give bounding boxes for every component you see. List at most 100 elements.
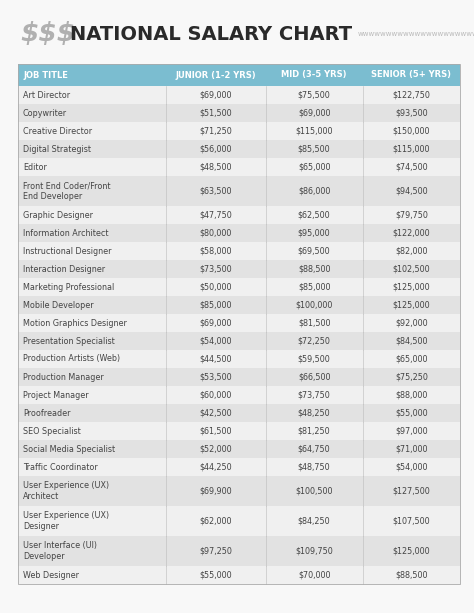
Text: $115,000: $115,000 <box>295 126 333 135</box>
Bar <box>18 104 460 122</box>
Bar <box>18 422 460 440</box>
Text: $122,000: $122,000 <box>392 229 430 237</box>
Text: $72,250: $72,250 <box>298 337 330 346</box>
Text: $55,000: $55,000 <box>200 571 232 579</box>
Bar <box>18 206 460 224</box>
Text: $56,000: $56,000 <box>200 145 232 153</box>
Text: $97,250: $97,250 <box>200 547 232 555</box>
Text: Project Manager: Project Manager <box>23 390 89 400</box>
Bar <box>18 176 460 206</box>
Text: $71,000: $71,000 <box>395 444 428 454</box>
Text: $47,750: $47,750 <box>200 210 232 219</box>
Text: $73,500: $73,500 <box>200 264 232 273</box>
Text: $54,000: $54,000 <box>200 337 232 346</box>
Text: $70,000: $70,000 <box>298 571 330 579</box>
Text: $62,500: $62,500 <box>298 210 330 219</box>
Text: $69,000: $69,000 <box>200 319 232 327</box>
Bar <box>18 314 460 332</box>
Bar <box>18 224 460 242</box>
Text: Social Media Specialist: Social Media Specialist <box>23 444 115 454</box>
Text: $58,000: $58,000 <box>200 246 232 256</box>
Text: $81,250: $81,250 <box>298 427 330 435</box>
Bar <box>18 566 460 584</box>
Text: $150,000: $150,000 <box>392 126 430 135</box>
Text: $122,750: $122,750 <box>392 91 430 99</box>
Text: $109,750: $109,750 <box>295 547 333 555</box>
Text: $81,500: $81,500 <box>298 319 330 327</box>
Text: $86,000: $86,000 <box>298 186 330 196</box>
Bar <box>18 242 460 260</box>
Text: $85,000: $85,000 <box>298 283 330 292</box>
Bar <box>18 536 460 566</box>
Text: Web Designer: Web Designer <box>23 571 79 579</box>
Text: $73,750: $73,750 <box>298 390 330 400</box>
Bar <box>18 278 460 296</box>
Text: $94,500: $94,500 <box>395 186 428 196</box>
Text: MID (3-5 YRS): MID (3-5 YRS) <box>282 70 347 80</box>
Text: $48,750: $48,750 <box>298 462 330 471</box>
Text: JOB TITLE: JOB TITLE <box>23 70 68 80</box>
Text: $52,000: $52,000 <box>200 444 232 454</box>
Text: NATIONAL SALARY CHART: NATIONAL SALARY CHART <box>70 25 352 44</box>
Text: $69,000: $69,000 <box>298 109 330 118</box>
Text: $$$: $$$ <box>20 21 75 47</box>
Bar <box>18 64 460 86</box>
Text: $115,000: $115,000 <box>392 145 430 153</box>
Text: $95,000: $95,000 <box>298 229 330 237</box>
Text: $100,500: $100,500 <box>295 487 333 495</box>
Text: $69,900: $69,900 <box>200 487 232 495</box>
Text: $51,500: $51,500 <box>200 109 232 118</box>
Text: Production Manager: Production Manager <box>23 373 104 381</box>
Text: $127,500: $127,500 <box>392 487 430 495</box>
Text: $84,250: $84,250 <box>298 517 330 525</box>
Text: $48,500: $48,500 <box>200 162 232 172</box>
Text: $107,500: $107,500 <box>392 517 430 525</box>
Bar <box>18 506 460 536</box>
Text: $80,000: $80,000 <box>200 229 232 237</box>
Text: $82,000: $82,000 <box>395 246 428 256</box>
Text: Marketing Professional: Marketing Professional <box>23 283 114 292</box>
Text: Graphic Designer: Graphic Designer <box>23 210 93 219</box>
Text: Traffic Coordinator: Traffic Coordinator <box>23 462 98 471</box>
Bar <box>18 350 460 368</box>
Text: JUNIOR (1-2 YRS): JUNIOR (1-2 YRS) <box>175 70 256 80</box>
Bar <box>18 386 460 404</box>
Text: Art Director: Art Director <box>23 91 70 99</box>
Text: $85,000: $85,000 <box>200 300 232 310</box>
Text: $69,500: $69,500 <box>298 246 330 256</box>
Text: $125,000: $125,000 <box>392 283 430 292</box>
Text: $59,500: $59,500 <box>298 354 330 364</box>
Text: User Experience (UX)
Architect: User Experience (UX) Architect <box>23 481 109 501</box>
Bar <box>18 404 460 422</box>
Text: $64,750: $64,750 <box>298 444 330 454</box>
Text: $102,500: $102,500 <box>392 264 430 273</box>
Text: $97,000: $97,000 <box>395 427 428 435</box>
Text: $65,000: $65,000 <box>298 162 330 172</box>
Text: $75,250: $75,250 <box>395 373 428 381</box>
Text: $93,500: $93,500 <box>395 109 428 118</box>
Bar <box>18 122 460 140</box>
Bar <box>18 458 460 476</box>
Text: $65,000: $65,000 <box>395 354 428 364</box>
Text: Presentation Specialist: Presentation Specialist <box>23 337 115 346</box>
Text: $63,500: $63,500 <box>200 186 232 196</box>
Text: wwwwwwwwwwwwwwwwwwwwww: wwwwwwwwwwwwwwwwwwwwww <box>358 31 474 37</box>
Text: Interaction Designer: Interaction Designer <box>23 264 105 273</box>
Text: $53,500: $53,500 <box>200 373 232 381</box>
Text: $61,500: $61,500 <box>200 427 232 435</box>
Bar <box>18 296 460 314</box>
Text: Copywriter: Copywriter <box>23 109 67 118</box>
Text: Digital Strategist: Digital Strategist <box>23 145 91 153</box>
Text: SEO Specialist: SEO Specialist <box>23 427 81 435</box>
Text: $69,000: $69,000 <box>200 91 232 99</box>
Text: Instructional Designer: Instructional Designer <box>23 246 111 256</box>
Bar <box>18 158 460 176</box>
Bar <box>18 260 460 278</box>
Text: $42,500: $42,500 <box>200 408 232 417</box>
Text: User Experience (UX)
Designer: User Experience (UX) Designer <box>23 511 109 531</box>
Text: $60,000: $60,000 <box>200 390 232 400</box>
Text: $66,500: $66,500 <box>298 373 330 381</box>
Text: $74,500: $74,500 <box>395 162 428 172</box>
Bar <box>18 86 460 104</box>
Text: $55,000: $55,000 <box>395 408 428 417</box>
